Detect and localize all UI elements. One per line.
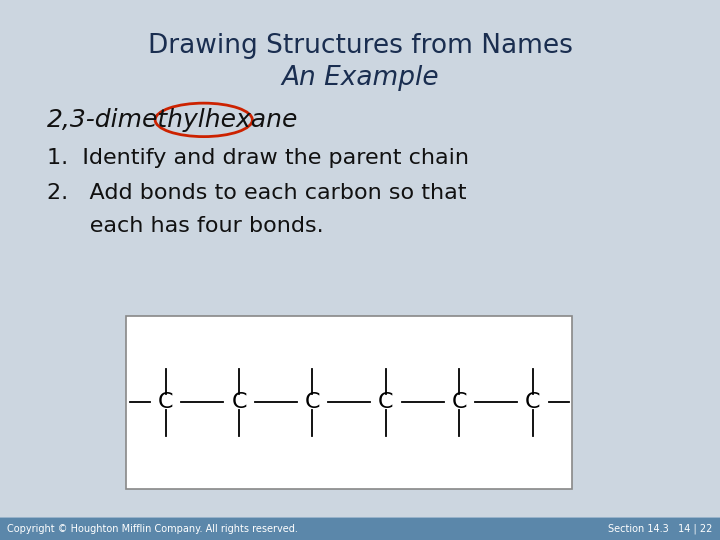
- Bar: [0, 517, 720, 540]
- Text: An Example: An Example: [282, 65, 438, 91]
- Text: C: C: [451, 392, 467, 413]
- Text: 2,3-dimethylhexane: 2,3-dimethylhexane: [47, 108, 298, 132]
- Text: Section 14.3   14 | 22: Section 14.3 14 | 22: [608, 523, 713, 534]
- Text: 1.  Identify and draw the parent chain: 1. Identify and draw the parent chain: [47, 147, 469, 168]
- FancyBboxPatch shape: [126, 316, 572, 489]
- Text: C: C: [378, 392, 394, 413]
- Text: C: C: [525, 392, 541, 413]
- Text: C: C: [305, 392, 320, 413]
- Text: 2.   Add bonds to each carbon so that: 2. Add bonds to each carbon so that: [47, 183, 467, 203]
- Text: Copyright © Houghton Mifflin Company. All rights reserved.: Copyright © Houghton Mifflin Company. Al…: [7, 524, 298, 534]
- Text: C: C: [158, 392, 174, 413]
- Text: C: C: [231, 392, 247, 413]
- Text: Drawing Structures from Names: Drawing Structures from Names: [148, 33, 572, 59]
- Text: each has four bonds.: each has four bonds.: [47, 215, 323, 236]
